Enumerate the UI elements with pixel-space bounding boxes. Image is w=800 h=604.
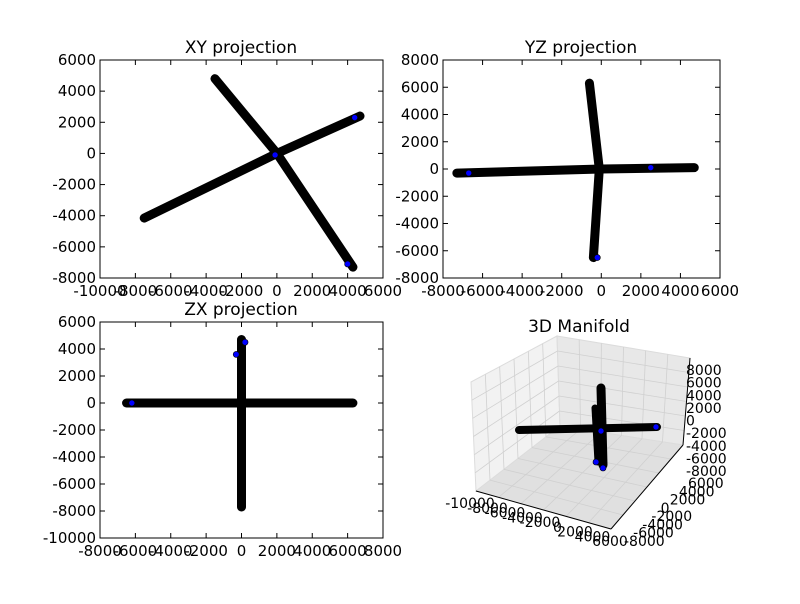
yz-ytick-label-5: 2000 bbox=[401, 133, 439, 151]
xy-xtick-label-7: 4000 bbox=[329, 282, 367, 300]
xy-marker-0 bbox=[352, 115, 358, 121]
zx-ytick-label-5: 0 bbox=[86, 394, 96, 412]
3d-marker-0 bbox=[653, 424, 659, 430]
zx-xtick-label-3: -2000 bbox=[184, 542, 228, 560]
zx-title: ZX projection bbox=[184, 300, 298, 320]
3d-ztick-label-8: 8000 bbox=[686, 363, 722, 379]
zx-ytick-label-4: -2000 bbox=[52, 421, 96, 439]
yz-xtick-label-1: -6000 bbox=[461, 282, 505, 300]
yz-ytick-label-6: 4000 bbox=[401, 106, 439, 124]
yz-xtick-label-2: -4000 bbox=[500, 282, 544, 300]
yz-ytick-label-4: 0 bbox=[429, 160, 439, 178]
yz-series-0 bbox=[457, 168, 694, 173]
zx-marker-1 bbox=[242, 339, 248, 345]
yz-marker-1 bbox=[648, 165, 654, 171]
yz-ytick-label-7: 6000 bbox=[401, 78, 439, 96]
yz-xtick-label-4: 0 bbox=[597, 282, 607, 300]
yz-xtick-label-7: 6000 bbox=[701, 282, 739, 300]
xy-marker-1 bbox=[272, 152, 278, 158]
zx-xtick-label-4: 0 bbox=[237, 542, 247, 560]
xy-ytick-label-6: 4000 bbox=[58, 82, 96, 100]
zx-ytick-label-3: -4000 bbox=[52, 448, 96, 466]
xy-ytick-label-0: -8000 bbox=[52, 269, 96, 287]
3d-series-vertical bbox=[601, 388, 603, 465]
yz-xtick-label-5: 2000 bbox=[622, 282, 660, 300]
xy-xtick-label-6: 2000 bbox=[293, 282, 331, 300]
xy-marker-2 bbox=[345, 261, 351, 267]
zx-xtick-label-6: 4000 bbox=[293, 542, 331, 560]
zx-ytick-label-0: -10000 bbox=[43, 529, 96, 547]
xy-projection-panel: XY projection -10000-8000-6000-4000-2000… bbox=[52, 38, 402, 300]
xy-ytick-label-2: -4000 bbox=[52, 207, 96, 225]
yz-marker-0 bbox=[466, 170, 472, 176]
3d-series-vertical-b bbox=[595, 408, 598, 462]
3d-marker-1 bbox=[593, 459, 599, 465]
xy-xtick-label-5: 0 bbox=[272, 282, 282, 300]
zx-ytick-label-6: 2000 bbox=[58, 367, 96, 385]
zx-xtick-label-7: 6000 bbox=[329, 542, 367, 560]
zx-xtick-label-5: 2000 bbox=[258, 542, 296, 560]
zx-ytick-label-1: -8000 bbox=[52, 502, 96, 520]
xy-ytick-label-1: -6000 bbox=[52, 238, 96, 256]
zx-marker-2 bbox=[233, 351, 239, 357]
manifold-3d-panel: 3D Manifold -10000-8000-6000-4000-200002… bbox=[445, 317, 726, 550]
yz-xtick-label-6: 4000 bbox=[661, 282, 699, 300]
3d-series-horizontal bbox=[519, 427, 657, 430]
3d-marker-2 bbox=[600, 465, 606, 471]
yz-ytick-label-0: -8000 bbox=[395, 269, 439, 287]
yz-ytick-label-3: -2000 bbox=[395, 187, 439, 205]
3d-ytick-label-4: 0 bbox=[661, 501, 670, 517]
xy-ytick-label-3: -2000 bbox=[52, 176, 96, 194]
zx-ytick-label-8: 6000 bbox=[58, 313, 96, 331]
xy-xtick-label-4: -2000 bbox=[220, 282, 264, 300]
3d-xtick-label-8: 6000 bbox=[592, 534, 628, 550]
yz-ytick-label-8: 8000 bbox=[401, 51, 439, 69]
zx-xtick-label-8: 8000 bbox=[364, 542, 402, 560]
manifold-title: 3D Manifold bbox=[528, 317, 630, 337]
zx-marker-0 bbox=[129, 400, 135, 406]
yz-title: YZ projection bbox=[524, 38, 637, 58]
3d-marker-3 bbox=[598, 428, 604, 434]
yz-ytick-label-1: -6000 bbox=[395, 242, 439, 260]
xy-ytick-label-4: 0 bbox=[86, 144, 96, 162]
xy-title: XY projection bbox=[185, 38, 297, 58]
zx-ytick-label-2: -6000 bbox=[52, 475, 96, 493]
zx-ytick-label-7: 4000 bbox=[58, 340, 96, 358]
xy-ytick-label-5: 2000 bbox=[58, 113, 96, 131]
3d-ytick-label-3: -2000 bbox=[651, 509, 692, 525]
yz-ytick-label-2: -4000 bbox=[395, 215, 439, 233]
yz-xtick-label-3: -2000 bbox=[540, 282, 584, 300]
yz-marker-2 bbox=[594, 255, 600, 261]
xy-ytick-label-7: 6000 bbox=[58, 51, 96, 69]
